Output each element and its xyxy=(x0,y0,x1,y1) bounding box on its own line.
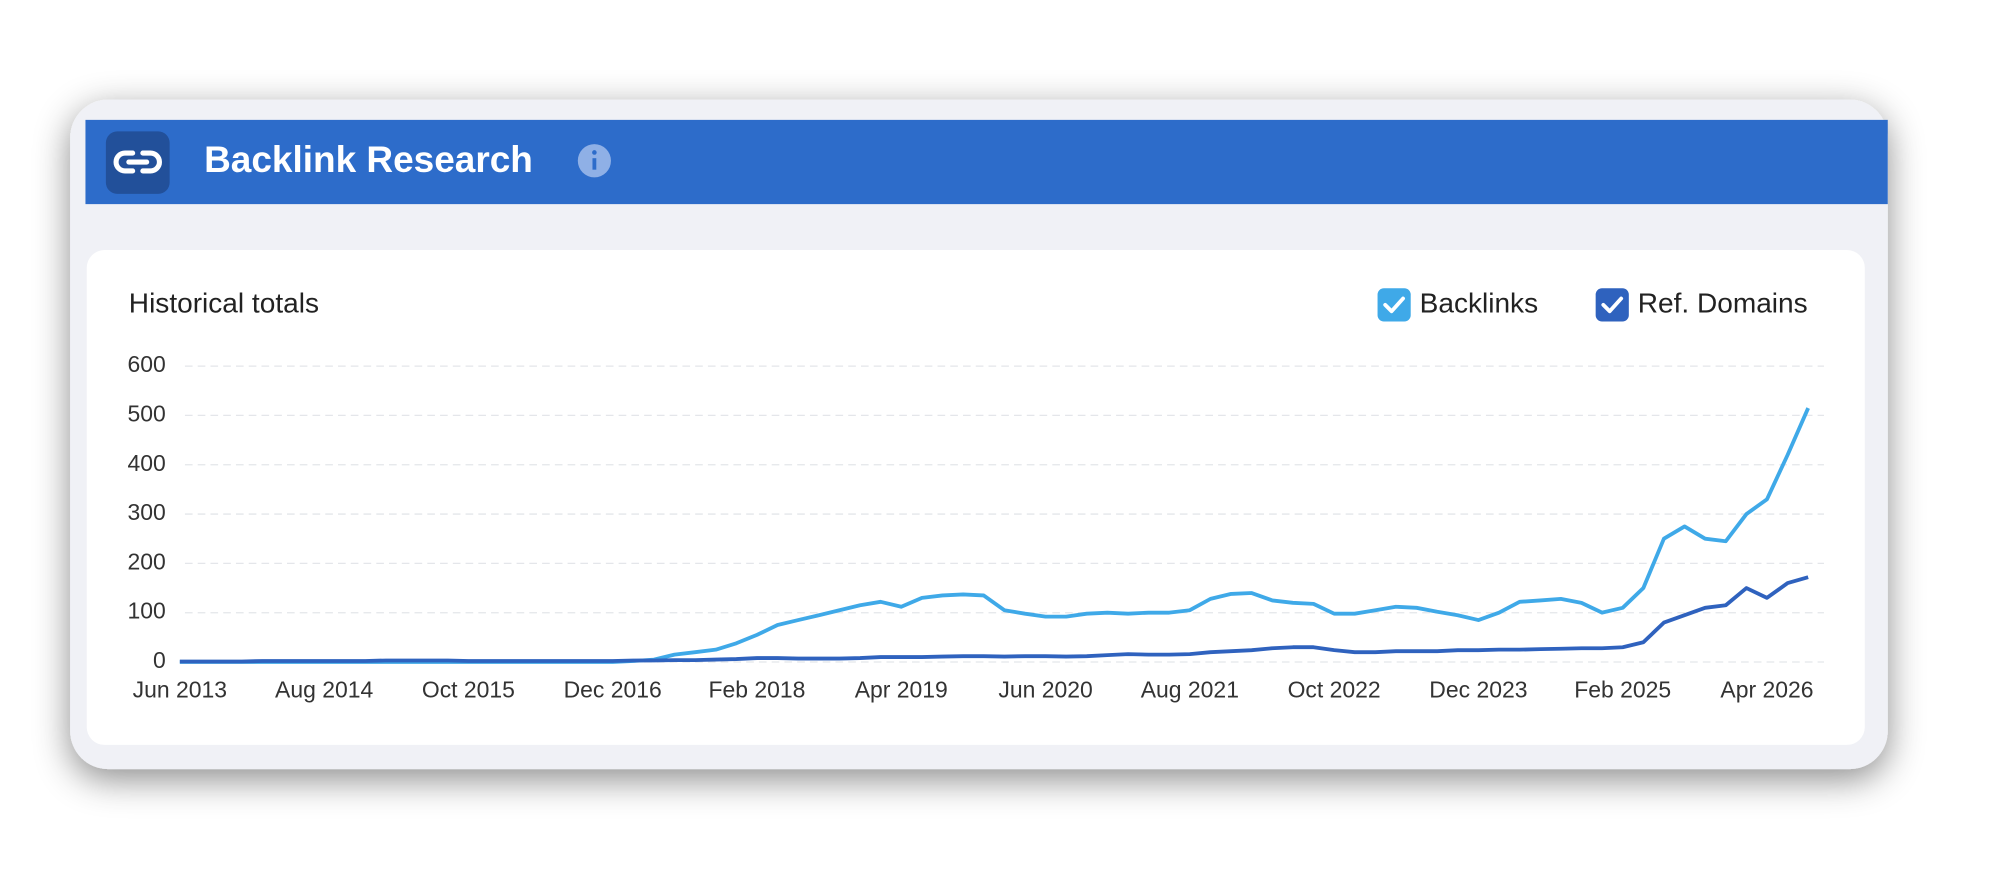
chart-title: Historical totals xyxy=(129,287,319,318)
legend-label: Backlinks xyxy=(1420,287,1538,318)
legend-checkbox[interactable] xyxy=(1595,288,1629,322)
x-tick-label: Jun 2013 xyxy=(133,676,227,702)
x-tick-label: Dec 2016 xyxy=(564,676,662,702)
link-icon xyxy=(113,150,162,174)
legend-item[interactable]: Ref. Domains xyxy=(1595,287,1808,322)
y-tick-label: 200 xyxy=(128,548,166,574)
header-title: Backlink Research xyxy=(204,139,533,180)
header-bar xyxy=(85,119,1888,205)
y-tick-label: 100 xyxy=(128,598,166,624)
y-tick-label: 600 xyxy=(128,351,166,377)
x-tick-label: Aug 2021 xyxy=(1141,676,1239,702)
plot: 0 100 200 300 400 500 600 Jun 2013 Aug 2014 Oct 2… xyxy=(128,351,1824,702)
x-tick-label: Oct 2022 xyxy=(1288,676,1381,702)
legend-checkbox[interactable] xyxy=(1377,288,1411,322)
x-tick-label: Feb 2025 xyxy=(1574,676,1671,702)
x-tick-label: Feb 2018 xyxy=(709,676,806,702)
y-tick-label: 400 xyxy=(128,450,166,476)
legend-label: Ref. Domains xyxy=(1638,287,1808,318)
legend-item[interactable]: Backlinks xyxy=(1377,287,1539,322)
checkmark xyxy=(1383,296,1405,314)
x-tick-label: Dec 2023 xyxy=(1429,676,1527,702)
x-tick-label: Apr 2019 xyxy=(855,676,948,702)
series-line xyxy=(179,575,1809,664)
y-tick-label: 500 xyxy=(128,400,166,426)
x-tick-label: Aug 2014 xyxy=(275,676,373,702)
info-icon[interactable] xyxy=(577,144,611,178)
x-tick-label: Jun 2020 xyxy=(998,676,1092,702)
y-tick-label: 300 xyxy=(128,499,166,525)
x-tick-label: Oct 2015 xyxy=(422,676,515,702)
y-tick-label: 0 xyxy=(153,647,166,673)
checkmark xyxy=(1601,296,1624,314)
x-tick-label: Apr 2026 xyxy=(1720,676,1813,702)
chart-panel xyxy=(86,250,1865,745)
